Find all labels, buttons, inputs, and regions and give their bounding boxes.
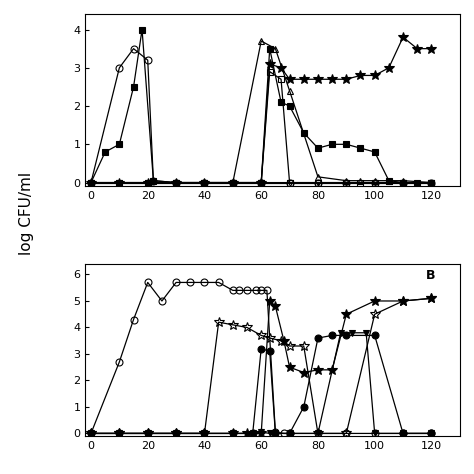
Text: log CFU/ml: log CFU/ml [19,172,34,255]
Text: B: B [426,269,436,282]
